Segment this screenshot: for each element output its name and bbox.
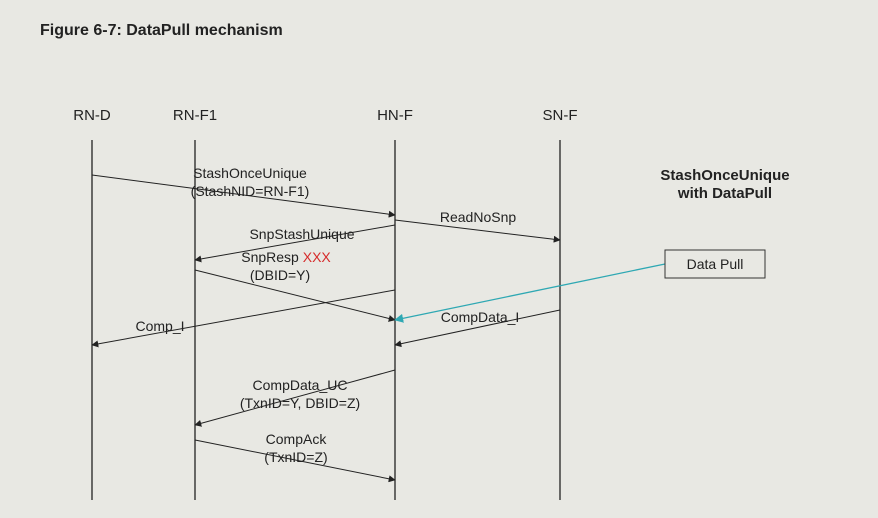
- data-pull-pointer: [395, 264, 665, 320]
- lbl-comp-i: Comp_I: [135, 318, 184, 334]
- lifeline-label-rn-f1: RN-F1: [173, 107, 217, 124]
- lbl-snp-resp-1a: SnpResp: [241, 249, 299, 265]
- lifeline-label-rn-d: RN-D: [73, 107, 111, 124]
- lbl-snp-resp-1: SnpResp XXX: [241, 249, 331, 265]
- message-labels: StashOnceUnique (StashNID=RN-F1) ReadNoS…: [135, 165, 519, 465]
- sequence-diagram: RN-D RN-F1 HN-F SN-F StashOnceUnique (St…: [0, 0, 878, 518]
- lbl-comp-data-uc-1: CompData_UC: [253, 377, 348, 393]
- data-pull-label: Data Pull: [687, 256, 744, 272]
- lbl-comp-ack-2: (TxnID=Z): [264, 449, 327, 465]
- lbl-snp-resp-xxx: XXX: [303, 249, 332, 265]
- side-title-l1: StashOnceUnique: [660, 167, 789, 184]
- side-title-l2: with DataPull: [677, 185, 772, 202]
- lbl-snp-stash: SnpStashUnique: [249, 226, 354, 242]
- lbl-comp-data-i: CompData_I: [441, 309, 520, 325]
- lbl-read-no-snp: ReadNoSnp: [440, 209, 516, 225]
- lbl-snp-resp-2: (DBID=Y): [250, 267, 310, 283]
- lbl-stash-once-2: (StashNID=RN-F1): [191, 183, 310, 199]
- lbl-comp-data-uc-2: (TxnID=Y, DBID=Z): [240, 395, 360, 411]
- lifeline-label-sn-f: SN-F: [543, 107, 578, 124]
- lbl-comp-ack-1: CompAck: [266, 431, 328, 447]
- lbl-stash-once-1: StashOnceUnique: [193, 165, 307, 181]
- lifeline-label-hn-f: HN-F: [377, 107, 413, 124]
